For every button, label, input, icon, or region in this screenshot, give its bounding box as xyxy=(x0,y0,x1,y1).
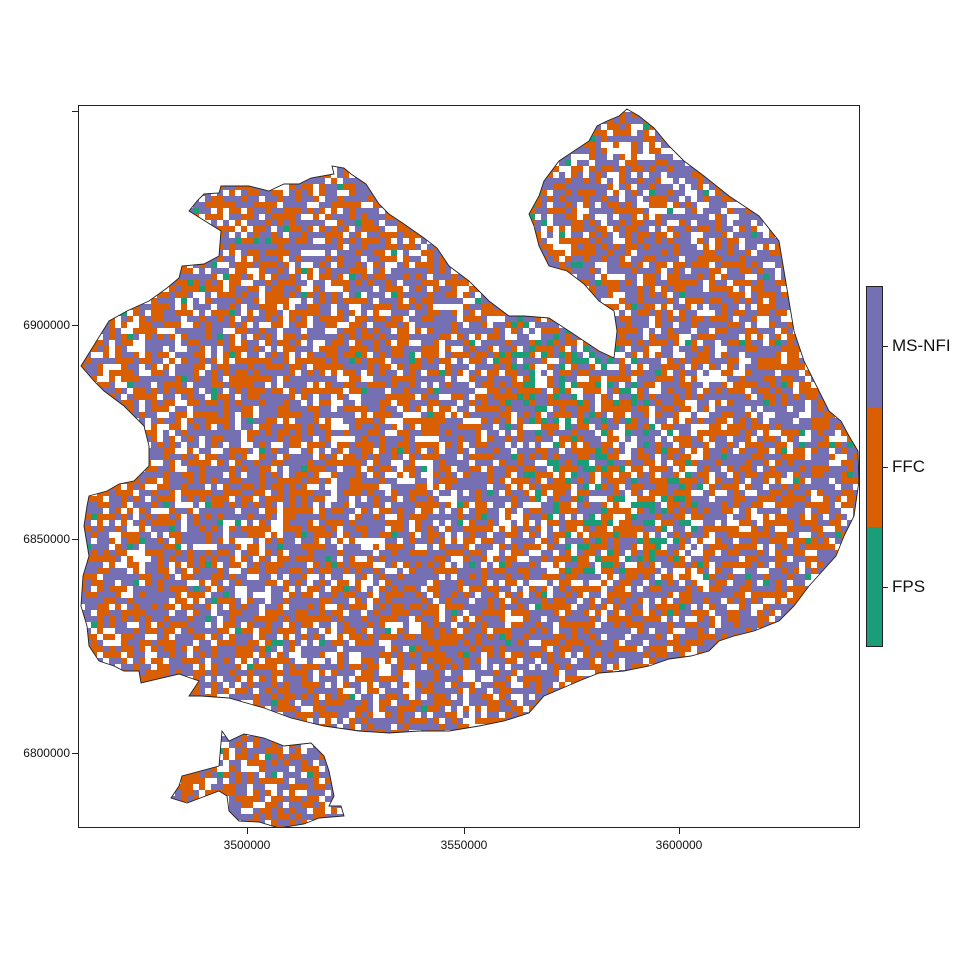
y-tick-label-6800000: 6800000 xyxy=(23,746,70,760)
map-panel xyxy=(78,105,860,828)
legend-label-ffc: FFC xyxy=(892,457,926,476)
region-outline xyxy=(80,108,859,827)
legend-tick-fps xyxy=(883,587,888,588)
legend-label-ms-nfi: MS-NFI xyxy=(892,336,951,355)
x-tick-3550000 xyxy=(464,828,465,834)
y-tick-top xyxy=(72,111,78,112)
y-tick-6850000 xyxy=(72,539,78,540)
x-tick-label-3550000: 3550000 xyxy=(440,838,488,852)
legend-colorbar xyxy=(866,286,883,647)
legend-swatch-fps xyxy=(867,527,882,646)
y-tick-label-6900000: 6900000 xyxy=(23,318,70,332)
y-tick-6900000 xyxy=(72,325,78,326)
legend-tick-ms-nfi xyxy=(883,346,888,347)
y-tick-6800000 xyxy=(72,753,78,754)
y-tick-label-6850000: 6850000 xyxy=(23,532,70,546)
x-tick-3500000 xyxy=(247,828,248,834)
legend-tick-ffc xyxy=(883,467,888,468)
x-tick-3600000 xyxy=(679,828,680,834)
legend-label-fps: FPS xyxy=(892,577,926,596)
raster-map xyxy=(80,108,859,827)
landcover-raster xyxy=(81,109,859,827)
x-tick-label-3500000: 3500000 xyxy=(223,838,271,852)
x-tick-label-3600000: 3600000 xyxy=(655,838,703,852)
legend-swatch-ffc xyxy=(867,407,882,527)
legend-swatch-ms-nfi xyxy=(867,287,882,407)
